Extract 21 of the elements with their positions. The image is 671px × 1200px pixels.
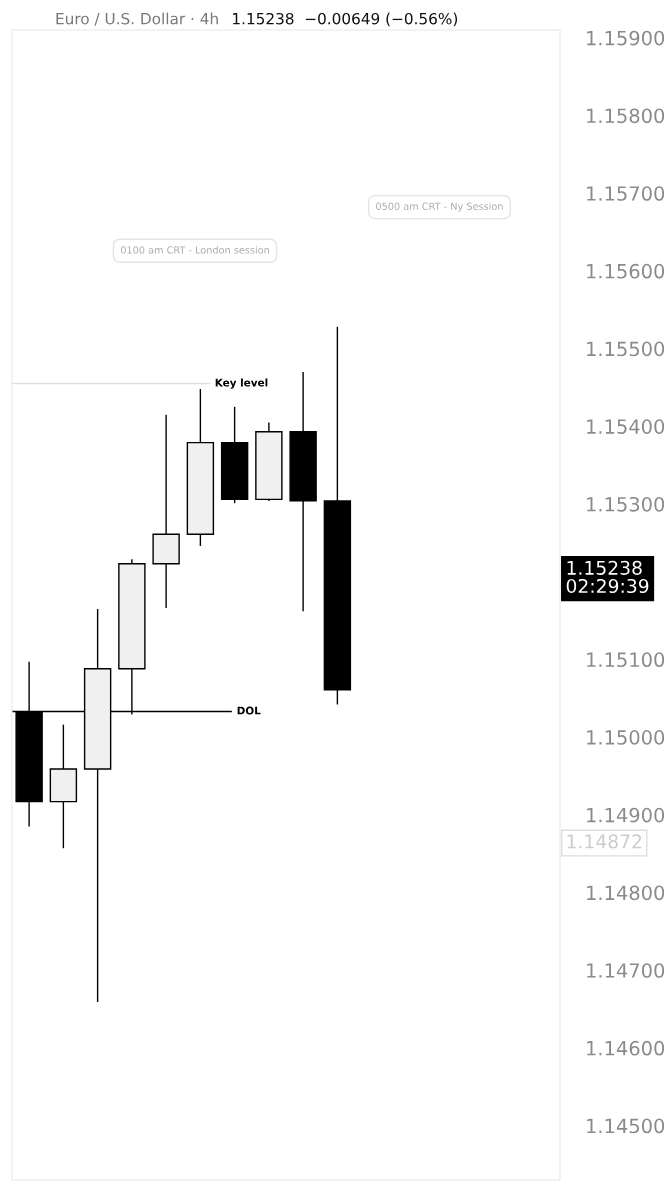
y-tick-label: 1.14800 [587, 885, 665, 901]
y-tick-label: 1.15400 [587, 419, 665, 434]
y-tick-label: 1.15700 [587, 186, 665, 201]
y-tick-label: 1.14500 [587, 1118, 665, 1134]
y-tick-label: 1.15500 [587, 341, 665, 357]
y-tick-label: 1.14600 [587, 1040, 665, 1056]
chart-subtitle: 1.15238 −0.00649 (−0.56%) [233, 12, 458, 27]
y-tick-label: 1.15300 [587, 496, 665, 512]
y-tick-label: 1.15100 [587, 652, 665, 668]
ref-line-label: Key level [215, 378, 268, 389]
y-tick-label: 1.15000 [587, 730, 665, 745]
y-tick-label: 1.15600 [587, 263, 665, 279]
ref-line-label: DOL [237, 706, 261, 715]
text: 1.15238 02:29:39 [566, 560, 649, 594]
y-tick-label: 1.15900 [587, 30, 665, 46]
y-tick-label: 1.14700 [587, 963, 665, 978]
chart-title: Euro / U.S. Dollar · 4h [56, 12, 218, 26]
annotation: 0100 am CRT - London session [120, 246, 269, 254]
y-tick-label: 1.15800 [587, 108, 665, 124]
y-tick-label: 1.14900 [587, 807, 665, 823]
annotation: 0500 am CRT - Ny Session [376, 202, 503, 212]
